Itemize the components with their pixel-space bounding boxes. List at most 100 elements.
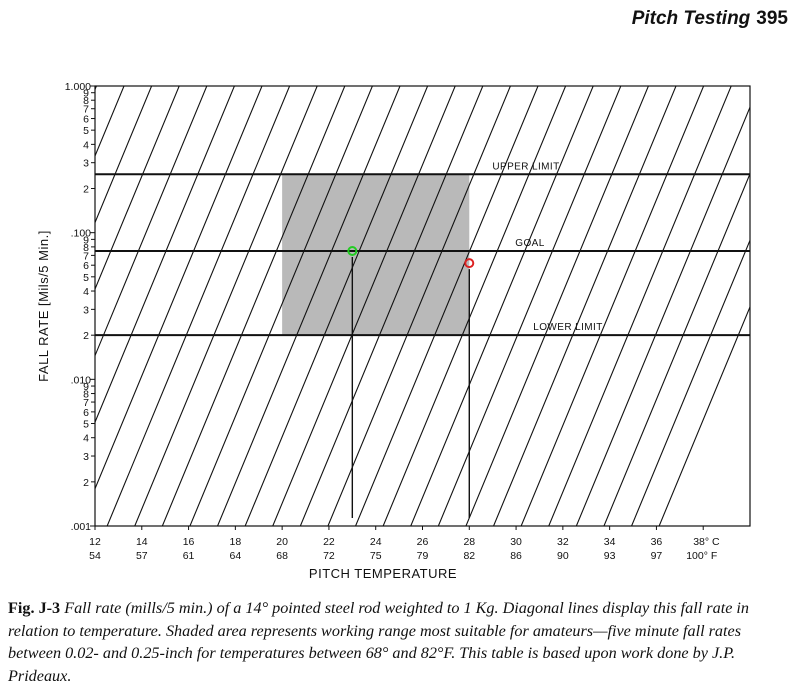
diagonal-line: [216, 86, 401, 526]
figure-label: Fig. J-3: [8, 599, 61, 617]
x-tick-label-celsius: 28: [463, 536, 475, 548]
reference-line-label: GOAL: [515, 238, 544, 249]
x-tick-label-celsius: 26: [417, 536, 429, 548]
diagonal-line: [492, 86, 677, 526]
x-tick-label-celsius: 14: [136, 536, 148, 548]
diagonal-line: [548, 86, 732, 526]
diagonal-line: [575, 105, 750, 526]
y-minor-tick-label: 7: [83, 104, 89, 116]
diagonal-line: [354, 86, 539, 526]
y-minor-tick-label: 5: [83, 272, 89, 284]
y-minor-tick-label: 9: [83, 234, 89, 246]
x-tick-label-fahrenheit: 79: [417, 550, 429, 562]
y-minor-tick-label: 9: [83, 381, 89, 393]
diagonal-line: [520, 86, 705, 526]
diagonal-line: [382, 86, 567, 526]
y-minor-tick-label: 4: [83, 286, 89, 298]
x-tick-label-fahrenheit: 57: [136, 550, 148, 562]
y-minor-tick-label: 6: [83, 407, 89, 419]
y-axis: .00123456789.01023456789.100234567891.00…: [65, 81, 95, 533]
diagonal-line: [437, 86, 622, 526]
x-tick-label-fahrenheit: 75: [370, 550, 382, 562]
diagonal-line: [603, 172, 750, 526]
diagonal-line: [95, 86, 208, 358]
x-tick-label-celsius: 36: [651, 536, 663, 548]
y-minor-tick-label: 4: [83, 433, 89, 445]
x-tick-label-celsius: 30: [510, 536, 522, 548]
diagonal-lines: [0, 76, 750, 536]
x-tick-label-fahrenheit: 64: [230, 550, 242, 562]
diagonal-line: [95, 86, 263, 491]
y-minor-tick-label: 3: [83, 304, 89, 316]
drop-lines: [351, 256, 470, 518]
diagonal-line: [410, 86, 594, 526]
y-tick-label: 1.000: [65, 81, 91, 93]
x-tick-label-celsius: 34: [604, 536, 616, 548]
diagonal-line: [189, 86, 374, 526]
diagonal-line: [630, 238, 750, 526]
shade-layer: [282, 174, 470, 336]
x-tick-label-fahrenheit: 100° F: [686, 550, 717, 562]
x-tick-label-fahrenheit: 86: [510, 550, 522, 562]
y-minor-tick-label: 8: [83, 95, 89, 107]
x-axis-label: PITCH TEMPERATURE: [309, 566, 457, 581]
marker-point: [464, 258, 475, 269]
diagonal-line: [106, 86, 291, 526]
x-tick-label-celsius: 18: [230, 536, 242, 548]
x-tick-label-celsius: 32: [557, 536, 569, 548]
y-minor-tick-label: 8: [83, 389, 89, 401]
y-minor-tick-label: 9: [83, 88, 89, 100]
x-tick-label-fahrenheit: 97: [651, 550, 663, 562]
markers: [347, 245, 475, 269]
diagonal-line: [134, 86, 318, 526]
reference-line-label: UPPER LIMIT: [492, 161, 559, 172]
reference-lines: UPPER LIMIT GOAL LOWER LIMIT: [95, 161, 750, 337]
page-number: 395: [756, 8, 788, 29]
shaded-working-range: [282, 174, 470, 336]
reference-line-label: LOWER LIMIT: [533, 322, 602, 333]
y-minor-tick-label: 4: [83, 139, 89, 151]
x-tick-label-celsius: 12: [89, 536, 101, 548]
x-tick-label-fahrenheit: 90: [557, 550, 569, 562]
y-minor-tick-label: 3: [83, 158, 89, 170]
y-minor-tick-label: 7: [83, 397, 89, 409]
x-tick-label-fahrenheit: 82: [463, 550, 475, 562]
diagonal-line: [272, 86, 456, 526]
y-minor-tick-label: 2: [83, 330, 89, 342]
diagonal-line: [465, 86, 650, 526]
diagonal-line: [327, 86, 512, 526]
x-tick-label-celsius: 22: [323, 536, 335, 548]
x-tick-label-fahrenheit: 93: [604, 550, 616, 562]
diagonal-line: [299, 86, 484, 526]
y-minor-tick-label: 5: [83, 125, 89, 137]
x-tick-label-celsius: 38° C: [693, 536, 720, 548]
y-minor-tick-label: 3: [83, 451, 89, 463]
diagonal-line: [95, 86, 153, 224]
y-minor-tick-label: 6: [83, 114, 89, 126]
marker-point: [347, 245, 358, 256]
x-tick-label-fahrenheit: 61: [183, 550, 195, 562]
y-axis-label: FALL RATE [Mils/5 Min.]: [36, 230, 51, 382]
page-header-title: Pitch Testing: [631, 8, 751, 29]
diagonal-line: [0, 76, 18, 536]
x-tick-label-celsius: 24: [370, 536, 382, 548]
x-tick-label-fahrenheit: 72: [323, 550, 335, 562]
figure-caption: Fig. J-3 Fall rate (mills/5 min.) of a 1…: [8, 597, 793, 687]
figure-caption-text: Fall rate (mills/5 min.) of a 14° pointe…: [8, 599, 750, 685]
y-tick-label: .001: [71, 521, 92, 533]
diagonal-line: [161, 86, 346, 526]
y-minor-tick-label: 2: [83, 184, 89, 196]
y-minor-tick-label: 6: [83, 260, 89, 272]
page-header: Pitch Testing 395: [632, 8, 788, 30]
y-tick-label: .010: [71, 374, 92, 386]
x-tick-label-fahrenheit: 68: [276, 550, 288, 562]
y-minor-tick-label: 8: [83, 242, 89, 254]
x-axis: 12 54 14 57 16 61 18 64 20 68 22 72 24 75 26 79 28 82 30 86…: [89, 526, 720, 562]
diagonal-line: [658, 305, 750, 526]
x-tick-label-celsius: 20: [276, 536, 288, 548]
y-minor-tick-label: 2: [83, 477, 89, 489]
x-tick-label-fahrenheit: 54: [89, 550, 101, 562]
x-tick-label-celsius: 16: [183, 536, 195, 548]
diagonal-line: [244, 86, 429, 526]
